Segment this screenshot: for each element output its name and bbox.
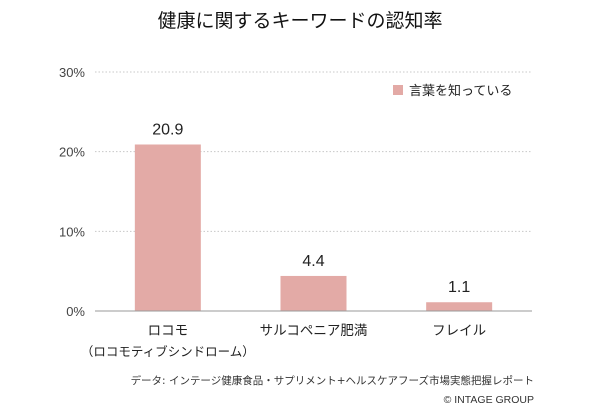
x-axis-categories: ロコモ （ロコモティブシンドローム） サルコペニア肥満 フレイル (81, 323, 486, 359)
y-tick-label: 30% (59, 65, 85, 80)
bar-1 (134, 144, 201, 311)
chart-title: 健康に関するキーワードの認知率 (157, 10, 442, 32)
y-tick-label: 10% (59, 224, 85, 239)
x-category-label: サルコペニア肥満 (260, 323, 368, 339)
y-tick-label: 0% (66, 304, 85, 319)
y-tick-label: 20% (59, 145, 85, 160)
x-category-label: フレイル (432, 323, 486, 339)
copyright-note: © INTAGE GROUP (444, 394, 534, 406)
data-label: 4.4 (302, 253, 324, 270)
data-labels: 20.9 4.4 1.1 (152, 121, 470, 296)
bars (134, 144, 493, 311)
bar-2 (280, 275, 347, 311)
x-category-label: ロコモ (148, 323, 189, 339)
legend: 言葉を知っている (393, 83, 512, 99)
data-label: 1.1 (448, 279, 470, 296)
x-category-sublabel: （ロコモティブシンドローム） (81, 344, 255, 359)
bar-3 (426, 302, 493, 311)
grid-lines (95, 71, 532, 232)
y-axis-ticks: 0% 10% 20% 30% (59, 65, 85, 319)
source-note: データ: インテージ健康食品・サプリメント+ヘルスケアフーズ市場実態把握レポート (131, 374, 534, 387)
data-label: 20.9 (152, 121, 183, 138)
legend-swatch (393, 85, 403, 95)
legend-label: 言葉を知っている (409, 83, 512, 99)
